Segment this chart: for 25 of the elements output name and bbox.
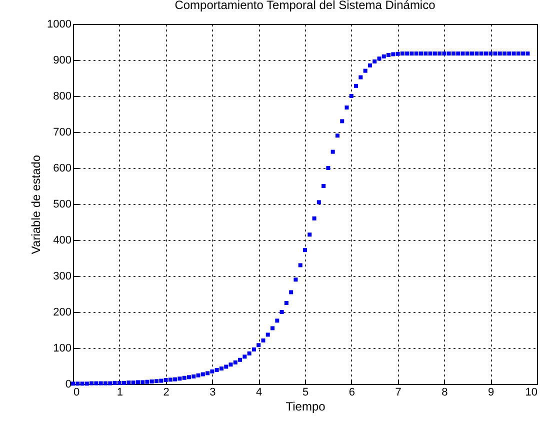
y-tick-label: 300 [53, 270, 72, 282]
x-tick-label: 0 [74, 386, 80, 398]
y-tick-label: 500 [53, 198, 72, 210]
chart-title: Comportamiento Temporal del Sistema Dinámico [174, 0, 436, 12]
y-tick-label: 0 [65, 378, 72, 390]
y-tick-label: 900 [53, 54, 72, 66]
y-tick-label: 200 [53, 306, 72, 318]
x-tick-label: 4 [256, 386, 262, 398]
y-tick-label: 600 [53, 162, 72, 174]
y-axis-title: Variable de estado [29, 154, 44, 254]
x-tick-label: 5 [302, 386, 309, 398]
x-axis-title: Tiempo [286, 400, 326, 414]
y-tick-label: 400 [53, 234, 72, 246]
x-tick-label: 3 [210, 386, 216, 398]
x-tick-label: 1 [116, 386, 123, 398]
x-tick-label: 2 [163, 386, 170, 398]
x-tick-label: 9 [488, 386, 494, 398]
y-tick-label: 800 [53, 90, 72, 102]
y-tick-label: 1000 [47, 18, 72, 30]
x-tick-label: 7 [395, 386, 402, 398]
y-tick-label: 700 [53, 126, 72, 138]
x-tick-label: 6 [348, 386, 355, 398]
x-tick-label: 10 [525, 386, 538, 398]
y-tick-label: 100 [53, 342, 72, 354]
x-tick-label: 8 [442, 386, 448, 398]
